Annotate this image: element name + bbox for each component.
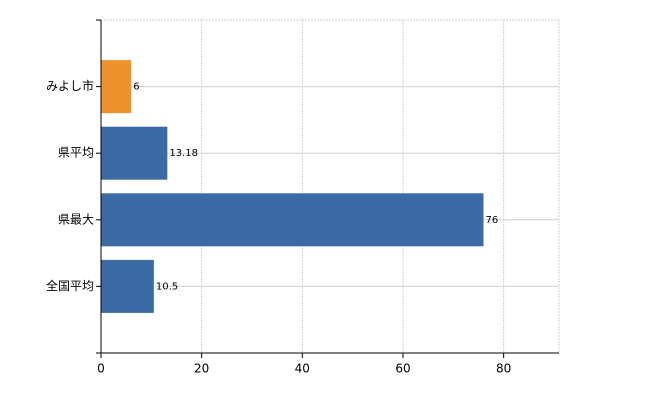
bar — [101, 259, 154, 313]
x-tick-label: 60 — [395, 362, 410, 376]
x-tick-label: 20 — [194, 362, 209, 376]
x-tick-label: 40 — [295, 362, 310, 376]
x-tick-label: 80 — [496, 362, 511, 376]
y-tick-label: 全国平均 — [46, 278, 94, 293]
y-tick-label: 県平均 — [58, 146, 94, 160]
y-tick-label: 県最大 — [58, 212, 94, 226]
value-label: 76 — [486, 215, 499, 226]
x-tick-label: 0 — [97, 362, 105, 376]
value-label: 13.18 — [169, 148, 198, 159]
bar — [101, 126, 168, 180]
bar — [101, 60, 132, 114]
value-label: 6 — [133, 82, 139, 93]
y-tick-label: みよし市 — [46, 78, 94, 93]
bar — [101, 193, 484, 247]
value-label: 10.5 — [156, 281, 178, 292]
